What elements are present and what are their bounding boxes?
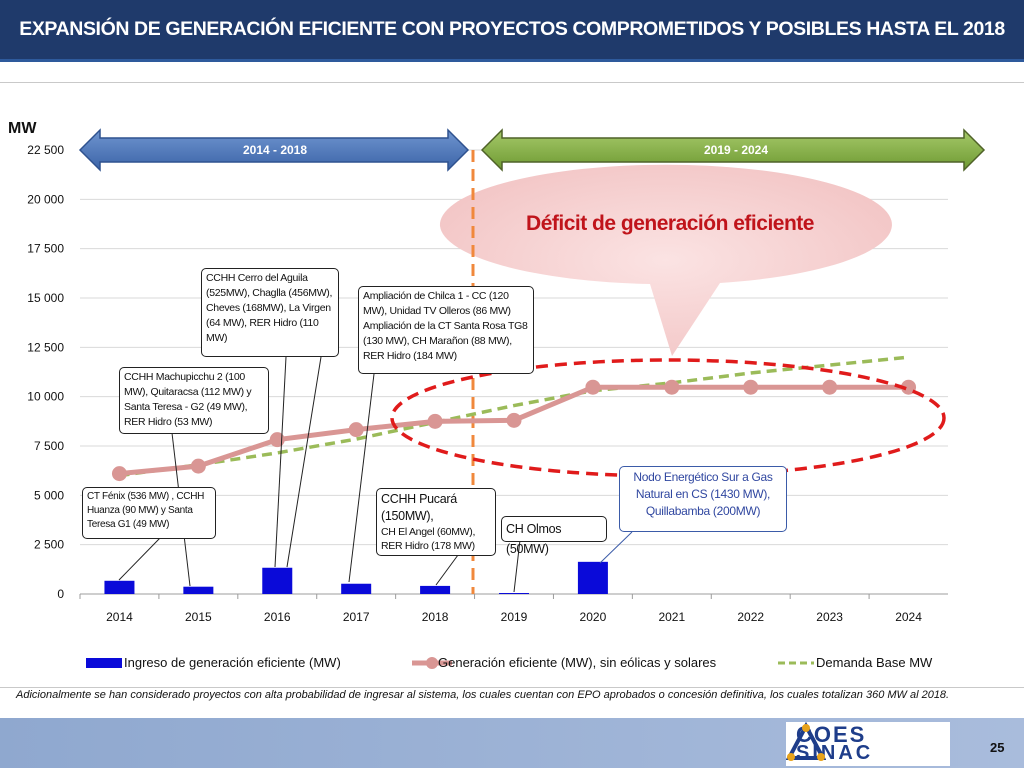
y-tick-label: 17 500 [27, 242, 64, 256]
legend-label-dashed: Demanda Base MW [816, 655, 933, 670]
legend-label-line: Generación eficiente (MW), sin eólicas y… [438, 655, 717, 670]
y-axis-label: MW [8, 120, 37, 137]
coes-logo-icon [786, 722, 826, 761]
callout-2020: Nodo Energético Sur a Gas Natural en CS … [619, 466, 787, 532]
callout-2018-line3: CH El Angel (60MW), [381, 526, 476, 538]
y-tick-label: 7 500 [34, 439, 64, 453]
x-tick-label: 2020 [580, 610, 607, 624]
x-tick-label: 2015 [185, 610, 212, 624]
callout-2014: CT Fénix (536 MW) , CCHH Huanza (90 MW) … [82, 487, 216, 539]
bar [577, 561, 608, 594]
callout-2018: CCHH Pucará (150MW), CH El Angel (60MW),… [376, 488, 496, 556]
bar [183, 586, 214, 594]
callout-2015: CCHH Machupicchu 2 (100 MW), Quitaracsa … [119, 367, 269, 434]
generation-point [348, 422, 364, 438]
callout-2017: Ampliación de Chilca 1 - CC (120 MW), Un… [358, 286, 534, 374]
x-tick-label: 2024 [895, 610, 922, 624]
slide-title: EXPANSIÓN DE GENERACIÓN EFICIENTE CON PR… [19, 18, 1005, 40]
callout-2016: CCHH Cerro del Aguila (525MW), Chaglla (… [201, 268, 339, 357]
y-tick-label: 5 000 [34, 488, 64, 502]
bar [104, 580, 135, 594]
footnote: Adicionalmente se han considerado proyec… [16, 689, 950, 701]
period-arrow-2019-2024 [480, 128, 986, 172]
callout-2018-line1: CCHH Pucará [381, 492, 457, 506]
generation-point [111, 466, 127, 482]
bar [420, 585, 451, 594]
bar [341, 583, 372, 594]
y-tick-label: 2 500 [34, 538, 64, 552]
generation-point [585, 379, 601, 395]
generation-point [822, 379, 838, 395]
period-label-2019-2024: 2019 - 2024 [703, 143, 769, 157]
period-arrow-2014-2018 [78, 128, 470, 172]
y-tick-label: 10 000 [27, 390, 64, 404]
page-number: 25 [990, 740, 1005, 755]
bar [262, 567, 293, 594]
generation-point [901, 379, 917, 395]
generation-point [269, 432, 285, 448]
x-tick-label: 2016 [264, 610, 291, 624]
x-tick-label: 2018 [422, 610, 449, 624]
generation-point [664, 379, 680, 395]
callout-2018-line2: (150MW), [381, 509, 434, 523]
x-tick-label: 2017 [343, 610, 370, 624]
gas-callout-pointer [599, 531, 633, 564]
generation-point [506, 412, 522, 428]
x-tick-label: 2021 [658, 610, 685, 624]
deficit-ellipse [390, 358, 946, 478]
callout-2018-line4: RER Hidro (178 MW) [381, 540, 475, 552]
deficit-bubble [439, 164, 892, 356]
slide-header: EXPANSIÓN DE GENERACIÓN EFICIENTE CON PR… [0, 0, 1024, 62]
y-tick-label: 20 000 [27, 192, 64, 206]
y-tick-label: 0 [57, 587, 64, 601]
legend-swatch-line [412, 657, 452, 669]
x-tick-label: 2019 [501, 610, 528, 624]
generation-point [743, 379, 759, 395]
bar [499, 593, 529, 594]
legend-label-bar: Ingreso de generación eficiente (MW) [124, 655, 341, 670]
legend-swatch-bar [86, 658, 122, 668]
callout-2019: CH Olmos (50MW) [501, 516, 607, 556]
demand-line [119, 355, 909, 478]
deficit-label: Déficit de generación eficiente [526, 212, 814, 235]
chart-frame [0, 82, 1024, 688]
x-tick-label: 2014 [106, 610, 133, 624]
legend-swatch-dashed [778, 661, 814, 665]
x-tick-label: 2023 [816, 610, 843, 624]
period-label-2014-2018: 2014 - 2018 [242, 143, 308, 157]
y-tick-label: 22 500 [27, 143, 64, 157]
y-tick-label: 12 500 [27, 340, 64, 354]
generation-point [190, 458, 206, 474]
x-tick-label: 2022 [737, 610, 764, 624]
y-tick-label: 15 000 [27, 291, 64, 305]
coes-logo: COES SINAC [786, 722, 950, 766]
chart-legend: Ingreso de generación eficiente (MW) Gen… [86, 654, 986, 672]
generation-point [427, 413, 443, 429]
